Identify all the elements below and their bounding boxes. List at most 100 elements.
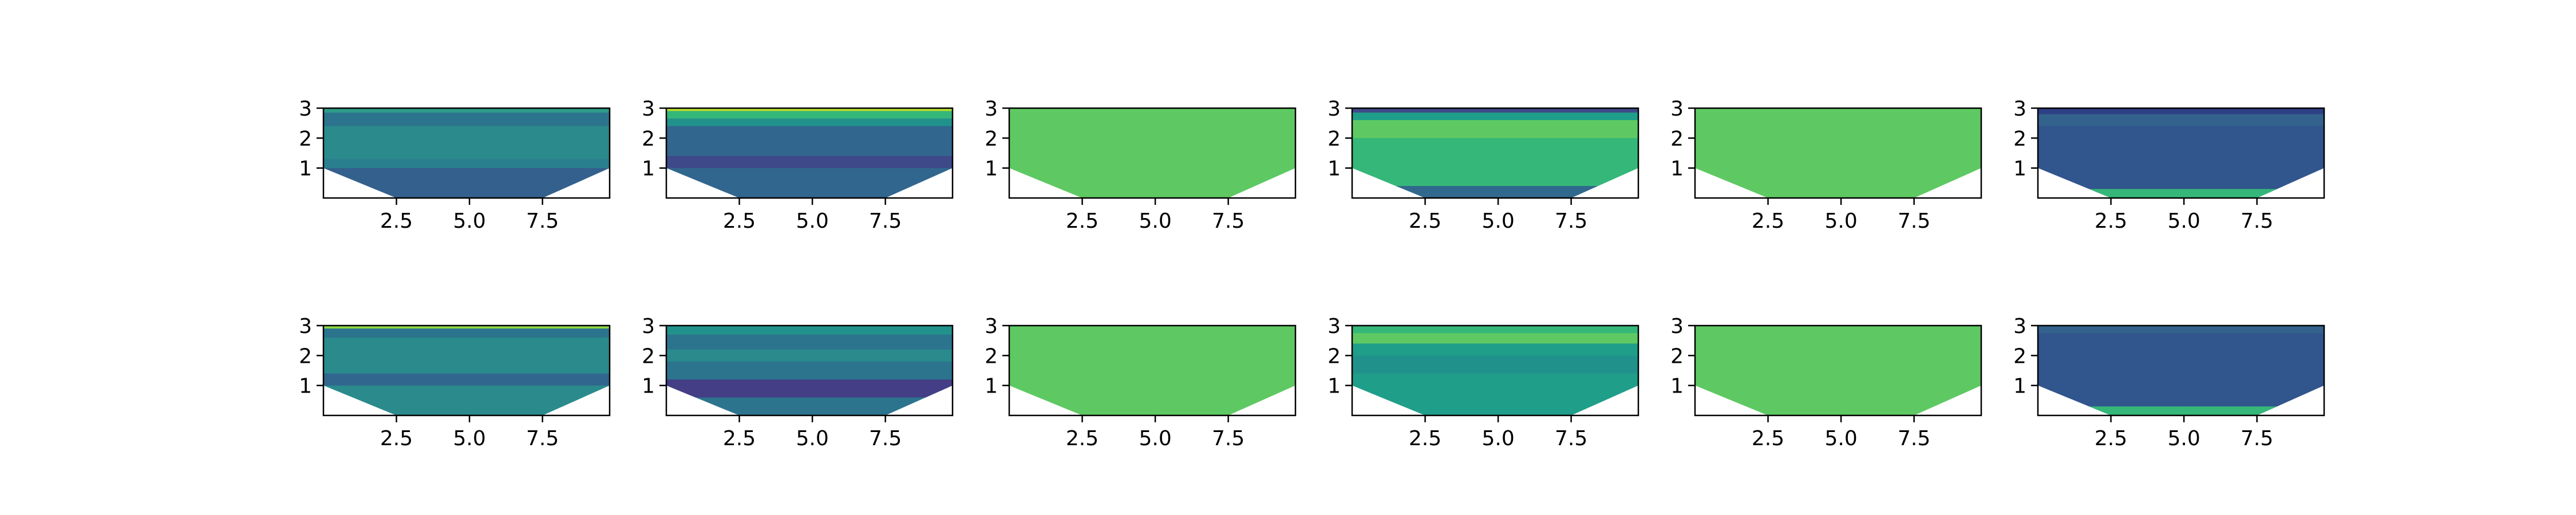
contour-band (1352, 326, 1638, 334)
x-tick-label: 2.5 (1066, 427, 1099, 450)
axes-frame (2037, 107, 2325, 199)
x-tick-label: 7.5 (2241, 427, 2273, 450)
contour-fill (1009, 108, 1295, 198)
y-tick-label: 3 (299, 315, 312, 338)
contour-fill (1695, 326, 1981, 415)
contour-band (323, 112, 610, 126)
y-tick-label: 1 (1327, 375, 1341, 398)
contour-band (666, 379, 953, 398)
panel-r2-c1: 2.5 5.0 7.5 1 2 3 (299, 315, 611, 450)
panel-r2-c6: 2.5 5.0 7.5 1 2 3 (2013, 315, 2325, 450)
contour-band (2038, 326, 2324, 334)
subplot-grid: 2.5 5.0 7.5 1 2 3 2.5 5.0 7.5 1 2 3 2.5 5.0 7.5 1 2 3 2.5 5… (299, 97, 2325, 450)
panel-r2-c5: 2.5 5.0 7.5 1 2 3 (1670, 315, 1982, 450)
y-tick-label: 1 (985, 375, 998, 398)
contour-band (1352, 186, 1638, 198)
x-tick-label: 7.5 (869, 209, 902, 233)
y-tick-label: 3 (1670, 315, 1684, 338)
y-tick-label: 2 (985, 127, 998, 150)
y-tick-label: 3 (299, 97, 312, 121)
contour-band (2038, 108, 2324, 114)
y-tick-label: 2 (1670, 344, 1684, 368)
axes-frame (1008, 107, 1297, 199)
x-tick-label: 5.0 (1824, 427, 1857, 450)
contour-band (323, 373, 610, 386)
panel-r1-c5: 2.5 5.0 7.5 1 2 3 (1670, 97, 1982, 233)
y-tick-label: 1 (299, 157, 312, 181)
y-tick-label: 1 (2013, 157, 2026, 181)
x-tick-label: 2.5 (2095, 209, 2127, 233)
y-tick-label: 3 (642, 97, 655, 121)
contour-fill (1695, 108, 1981, 198)
x-tick-label: 7.5 (1555, 427, 1587, 450)
axes-frame (322, 107, 611, 199)
axes-frame (665, 324, 954, 417)
y-tick-label: 1 (1670, 157, 1684, 181)
y-tick-label: 2 (642, 127, 655, 150)
contour-fill (2038, 326, 2324, 415)
x-tick-label: 2.5 (380, 209, 413, 233)
contour-fill (323, 326, 610, 415)
y-tick-label: 1 (1327, 157, 1341, 181)
x-tick-label: 5.0 (453, 209, 485, 233)
axes-frame (1351, 107, 1639, 199)
contour-band (323, 126, 610, 159)
axes-frame (1008, 324, 1297, 417)
contour-fill (1009, 326, 1295, 415)
panel-r2-c2: 2.5 5.0 7.5 1 2 3 (642, 315, 954, 450)
contour-band (666, 349, 953, 362)
x-tick-label: 7.5 (1212, 209, 1244, 233)
panel-r2-c3: 2.5 5.0 7.5 1 2 3 (985, 315, 1297, 450)
y-tick-label: 1 (299, 375, 312, 398)
x-tick-label: 5.0 (2167, 427, 2200, 450)
x-tick-label: 5.0 (1481, 427, 1514, 450)
panel-r2-c4: 2.5 5.0 7.5 1 2 3 (1327, 315, 1639, 450)
y-tick-label: 3 (1327, 315, 1341, 338)
contour-band (666, 111, 953, 119)
x-tick-label: 7.5 (869, 427, 902, 450)
panel-r1-c3: 2.5 5.0 7.5 1 2 3 (985, 97, 1297, 233)
contour-band (2038, 114, 2324, 126)
x-tick-label: 5.0 (796, 209, 828, 233)
axes-frame (322, 324, 611, 417)
contour-band (1352, 112, 1638, 120)
axes-frame (2037, 324, 2325, 417)
panel-r1-c1: 2.5 5.0 7.5 1 2 3 (299, 97, 611, 233)
contour-band (666, 118, 953, 126)
axes-frame (665, 107, 954, 199)
y-tick-label: 1 (642, 157, 655, 181)
axes-frame (1694, 107, 1982, 199)
x-tick-label: 7.5 (1898, 209, 1930, 233)
panel-r1-c6: 2.5 5.0 7.5 1 2 3 (2013, 97, 2325, 233)
contour-band (666, 326, 953, 335)
x-tick-label: 2.5 (1409, 427, 1441, 450)
x-tick-label: 5.0 (1139, 427, 1171, 450)
x-tick-label: 5.0 (1824, 209, 1857, 233)
panel-r1-c4: 2.5 5.0 7.5 1 2 3 (1327, 97, 1639, 233)
contour-band (2038, 189, 2324, 198)
x-tick-label: 7.5 (526, 209, 559, 233)
contour-band (323, 108, 610, 113)
x-tick-label: 2.5 (1752, 209, 1784, 233)
y-tick-label: 2 (2013, 344, 2026, 368)
axes-frame (1351, 324, 1639, 417)
y-tick-label: 3 (1327, 97, 1341, 121)
contour-band (666, 156, 953, 168)
x-tick-label: 7.5 (1555, 209, 1587, 233)
x-tick-label: 2.5 (2095, 427, 2127, 450)
axes-frame (1694, 324, 1982, 417)
contour-band (1352, 355, 1638, 374)
x-tick-label: 2.5 (380, 427, 413, 450)
x-tick-label: 5.0 (2167, 209, 2200, 233)
contour-band (323, 326, 610, 329)
contour-fill (666, 326, 953, 415)
x-tick-label: 5.0 (1139, 209, 1171, 233)
y-tick-label: 3 (2013, 315, 2026, 338)
y-tick-label: 3 (985, 315, 998, 338)
contour-band (323, 328, 610, 338)
contour-band (1352, 333, 1638, 344)
x-tick-label: 5.0 (1481, 209, 1514, 233)
x-tick-label: 7.5 (1898, 427, 1930, 450)
contour-band (2038, 406, 2324, 415)
